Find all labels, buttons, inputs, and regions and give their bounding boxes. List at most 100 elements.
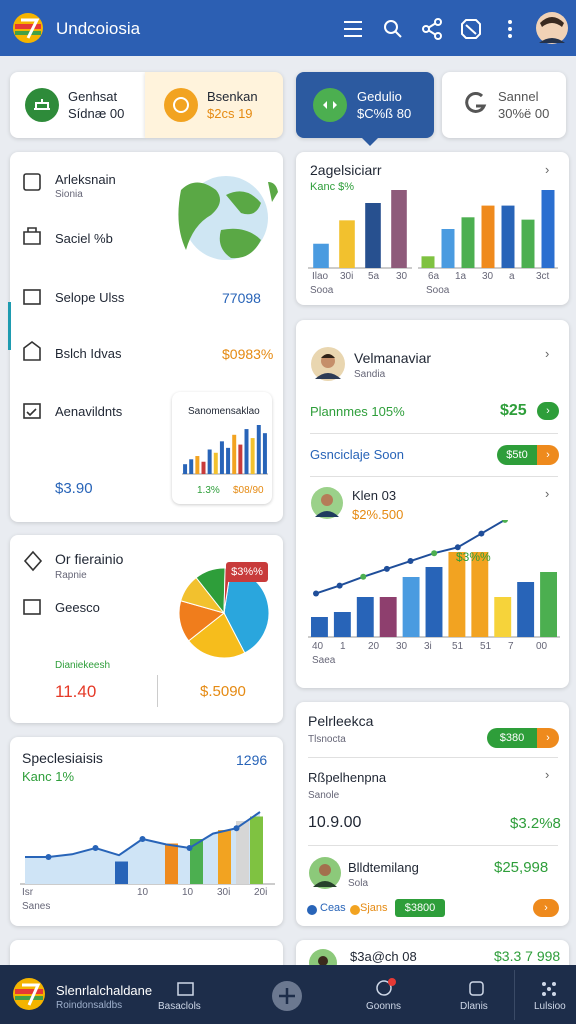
- bar: [481, 205, 495, 268]
- summary-value: Sídnæ 00: [68, 106, 125, 121]
- nav-label[interactable]: Dlanis: [460, 1001, 488, 1012]
- nav-label[interactable]: Goonns: [366, 1001, 402, 1012]
- x-tick-label: 20: [368, 641, 380, 652]
- bar: [250, 816, 263, 884]
- bar: [256, 425, 261, 474]
- point: [336, 582, 343, 589]
- app-logo[interactable]: [12, 12, 44, 44]
- x-tick-label: 10: [182, 887, 194, 898]
- nav-icon[interactable]: [176, 980, 196, 998]
- x-tick-label: 40: [312, 641, 324, 652]
- nav-icon[interactable]: [374, 977, 398, 999]
- list-item[interactable]: Arleksnain: [55, 172, 116, 187]
- list-item[interactable]: Geesco: [55, 600, 100, 615]
- bar: [425, 567, 443, 637]
- summary-icon: [313, 88, 347, 122]
- list-icons: [23, 173, 41, 419]
- list-item[interactable]: Saciel %b: [55, 231, 113, 246]
- stat-label: Dianiekeesh: [55, 660, 111, 671]
- list-amount: 77098: [222, 290, 261, 306]
- profile-name: Blldtemilang: [348, 860, 419, 875]
- status-pill-end[interactable]: ›: [537, 445, 559, 465]
- chevron[interactable]: ›: [545, 486, 550, 501]
- profile-name: Klen 03: [352, 488, 397, 503]
- bar: [250, 438, 255, 474]
- bar-chart: [308, 190, 412, 269]
- metric-button[interactable]: ›: [537, 402, 559, 420]
- divider: [310, 433, 558, 434]
- active-indicator: [8, 302, 11, 350]
- metric-label: Plannmes 105%: [310, 404, 405, 419]
- bar: [226, 447, 231, 474]
- bar: [391, 190, 407, 268]
- nav-logo[interactable]: [12, 977, 46, 1011]
- action-pill[interactable]: ›: [533, 899, 559, 917]
- legend-label: Ceas: [320, 902, 346, 914]
- profile-role: Sandia: [354, 369, 386, 380]
- nav-label[interactable]: Basaclols: [158, 1001, 201, 1012]
- pie-slice: [187, 612, 246, 659]
- combo-chart: [308, 520, 560, 638]
- bar: [183, 464, 188, 474]
- list-subtitle: Sanole: [308, 790, 340, 801]
- area-chart: [20, 811, 275, 885]
- legend-label: Sjans: [360, 902, 388, 914]
- pie-tag: $3%%: [226, 562, 268, 582]
- list-item[interactable]: Selope Ulss: [55, 290, 125, 305]
- x-tick-label: 1: [340, 641, 346, 652]
- bar: [218, 830, 231, 884]
- nav-icon[interactable]: [467, 980, 487, 998]
- point: [478, 530, 485, 537]
- item-value: 10.9.00: [308, 814, 362, 831]
- divider: [310, 476, 558, 477]
- bar: [421, 256, 435, 268]
- point: [407, 558, 414, 565]
- user-avatar[interactable]: [535, 11, 569, 45]
- chevron[interactable]: ›: [545, 346, 550, 361]
- mini-bar-chart: [182, 425, 268, 475]
- chevron[interactable]: ›: [545, 162, 550, 177]
- profile-name: Velmanaviar: [354, 350, 432, 366]
- bar: [238, 444, 243, 474]
- axis-title: Sooa: [426, 285, 450, 296]
- link-text[interactable]: Gsnciclaje Soon: [310, 447, 404, 462]
- divider: [308, 757, 558, 758]
- mini-chart-label: $08/90: [233, 485, 264, 496]
- x-tick-label: 10: [137, 887, 149, 898]
- bar: [402, 577, 420, 637]
- bar: [189, 459, 194, 474]
- bar: [213, 452, 218, 474]
- x-tick-label: 5a: [368, 271, 380, 282]
- card-subtitle: Kanc 1%: [22, 769, 75, 784]
- bar: [501, 205, 515, 268]
- profile-avatar: [309, 857, 341, 889]
- bar: [441, 229, 455, 268]
- summary-title: Gedulio: [357, 89, 402, 104]
- nav-label[interactable]: Lulsioo: [534, 1001, 566, 1012]
- total-amount: $3.90: [55, 480, 93, 497]
- mini-chart-title: Sanomensaklao: [188, 406, 260, 417]
- divider: [157, 675, 158, 707]
- legend-dots: [307, 905, 360, 915]
- list-item[interactable]: Rßpelhenpna: [308, 770, 387, 785]
- bar: [207, 449, 212, 474]
- chevron[interactable]: ›: [545, 767, 550, 782]
- bar: [190, 839, 203, 884]
- summary-card[interactable]: [442, 72, 566, 138]
- list-item[interactable]: Bslch Idvas: [55, 346, 122, 361]
- bar: [365, 203, 381, 268]
- card-title: Speclesiaisis: [22, 750, 103, 766]
- list-item[interactable]: Aenavildnts: [55, 404, 123, 419]
- status-pill-end[interactable]: ›: [537, 728, 559, 748]
- point: [383, 565, 390, 572]
- profile-avatar: [311, 347, 345, 381]
- add-button[interactable]: [270, 979, 304, 1013]
- bar: [541, 190, 555, 268]
- card-title: Pelrleekca: [308, 713, 374, 729]
- list-subtitle: Sionia: [55, 189, 83, 200]
- list-amount: $0983%: [222, 346, 274, 362]
- bar: [339, 220, 355, 268]
- bar: [244, 429, 249, 474]
- nav-icon[interactable]: [540, 980, 558, 998]
- card-subtitle: Kanc $%: [310, 181, 355, 193]
